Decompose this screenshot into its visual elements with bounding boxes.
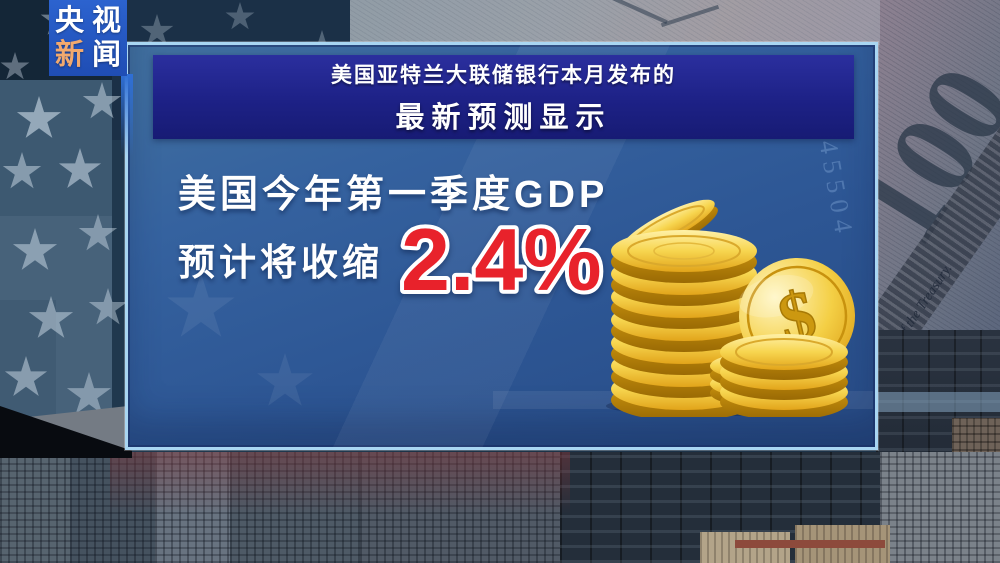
header-title-text: 最新预测显示 [395,101,612,134]
logo-char: 视 [91,4,121,37]
cctv-news-logo: 央 视 新 闻 [49,0,127,76]
building-block [880,452,1000,563]
logo-char: 央 [54,4,84,37]
gdp-subject-text: 美国今年第一季度GDP [178,174,609,216]
skyline-red-tint [110,452,570,514]
building-block [0,452,70,563]
logo-char: 闻 [91,38,121,71]
forecast-prefix-text: 预计将收缩 [178,242,383,283]
header-source-text: 美国亚特兰大联储银行本月发布的 [331,63,676,87]
tower-light-band [876,392,1000,412]
red-rooftop [735,540,885,548]
logo-char: 新 [54,38,84,71]
card-edge-glow [121,74,133,156]
coin-stack-front [720,334,848,417]
card-header: 美国亚特兰大联储银行本月发布的 最新预测显示 [153,55,854,139]
bill-edge-highlight [350,0,880,45]
gold-coins-illustration: $ [606,199,855,417]
forecast-value-text: 2.4% [401,210,602,308]
forecast-value-graphic: 2.4% [397,210,606,308]
info-card: 美国亚特兰大联储银行本月发布的 最新预测显示 美国今年第一季度GDP 预计将收缩… [125,42,878,450]
gdp-forecast-line: 预计将收缩 2.4% [178,210,635,308]
